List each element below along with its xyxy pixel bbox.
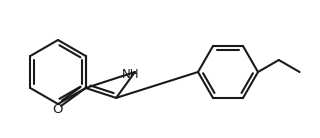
Text: O: O bbox=[52, 103, 62, 116]
Text: NH: NH bbox=[122, 68, 140, 82]
